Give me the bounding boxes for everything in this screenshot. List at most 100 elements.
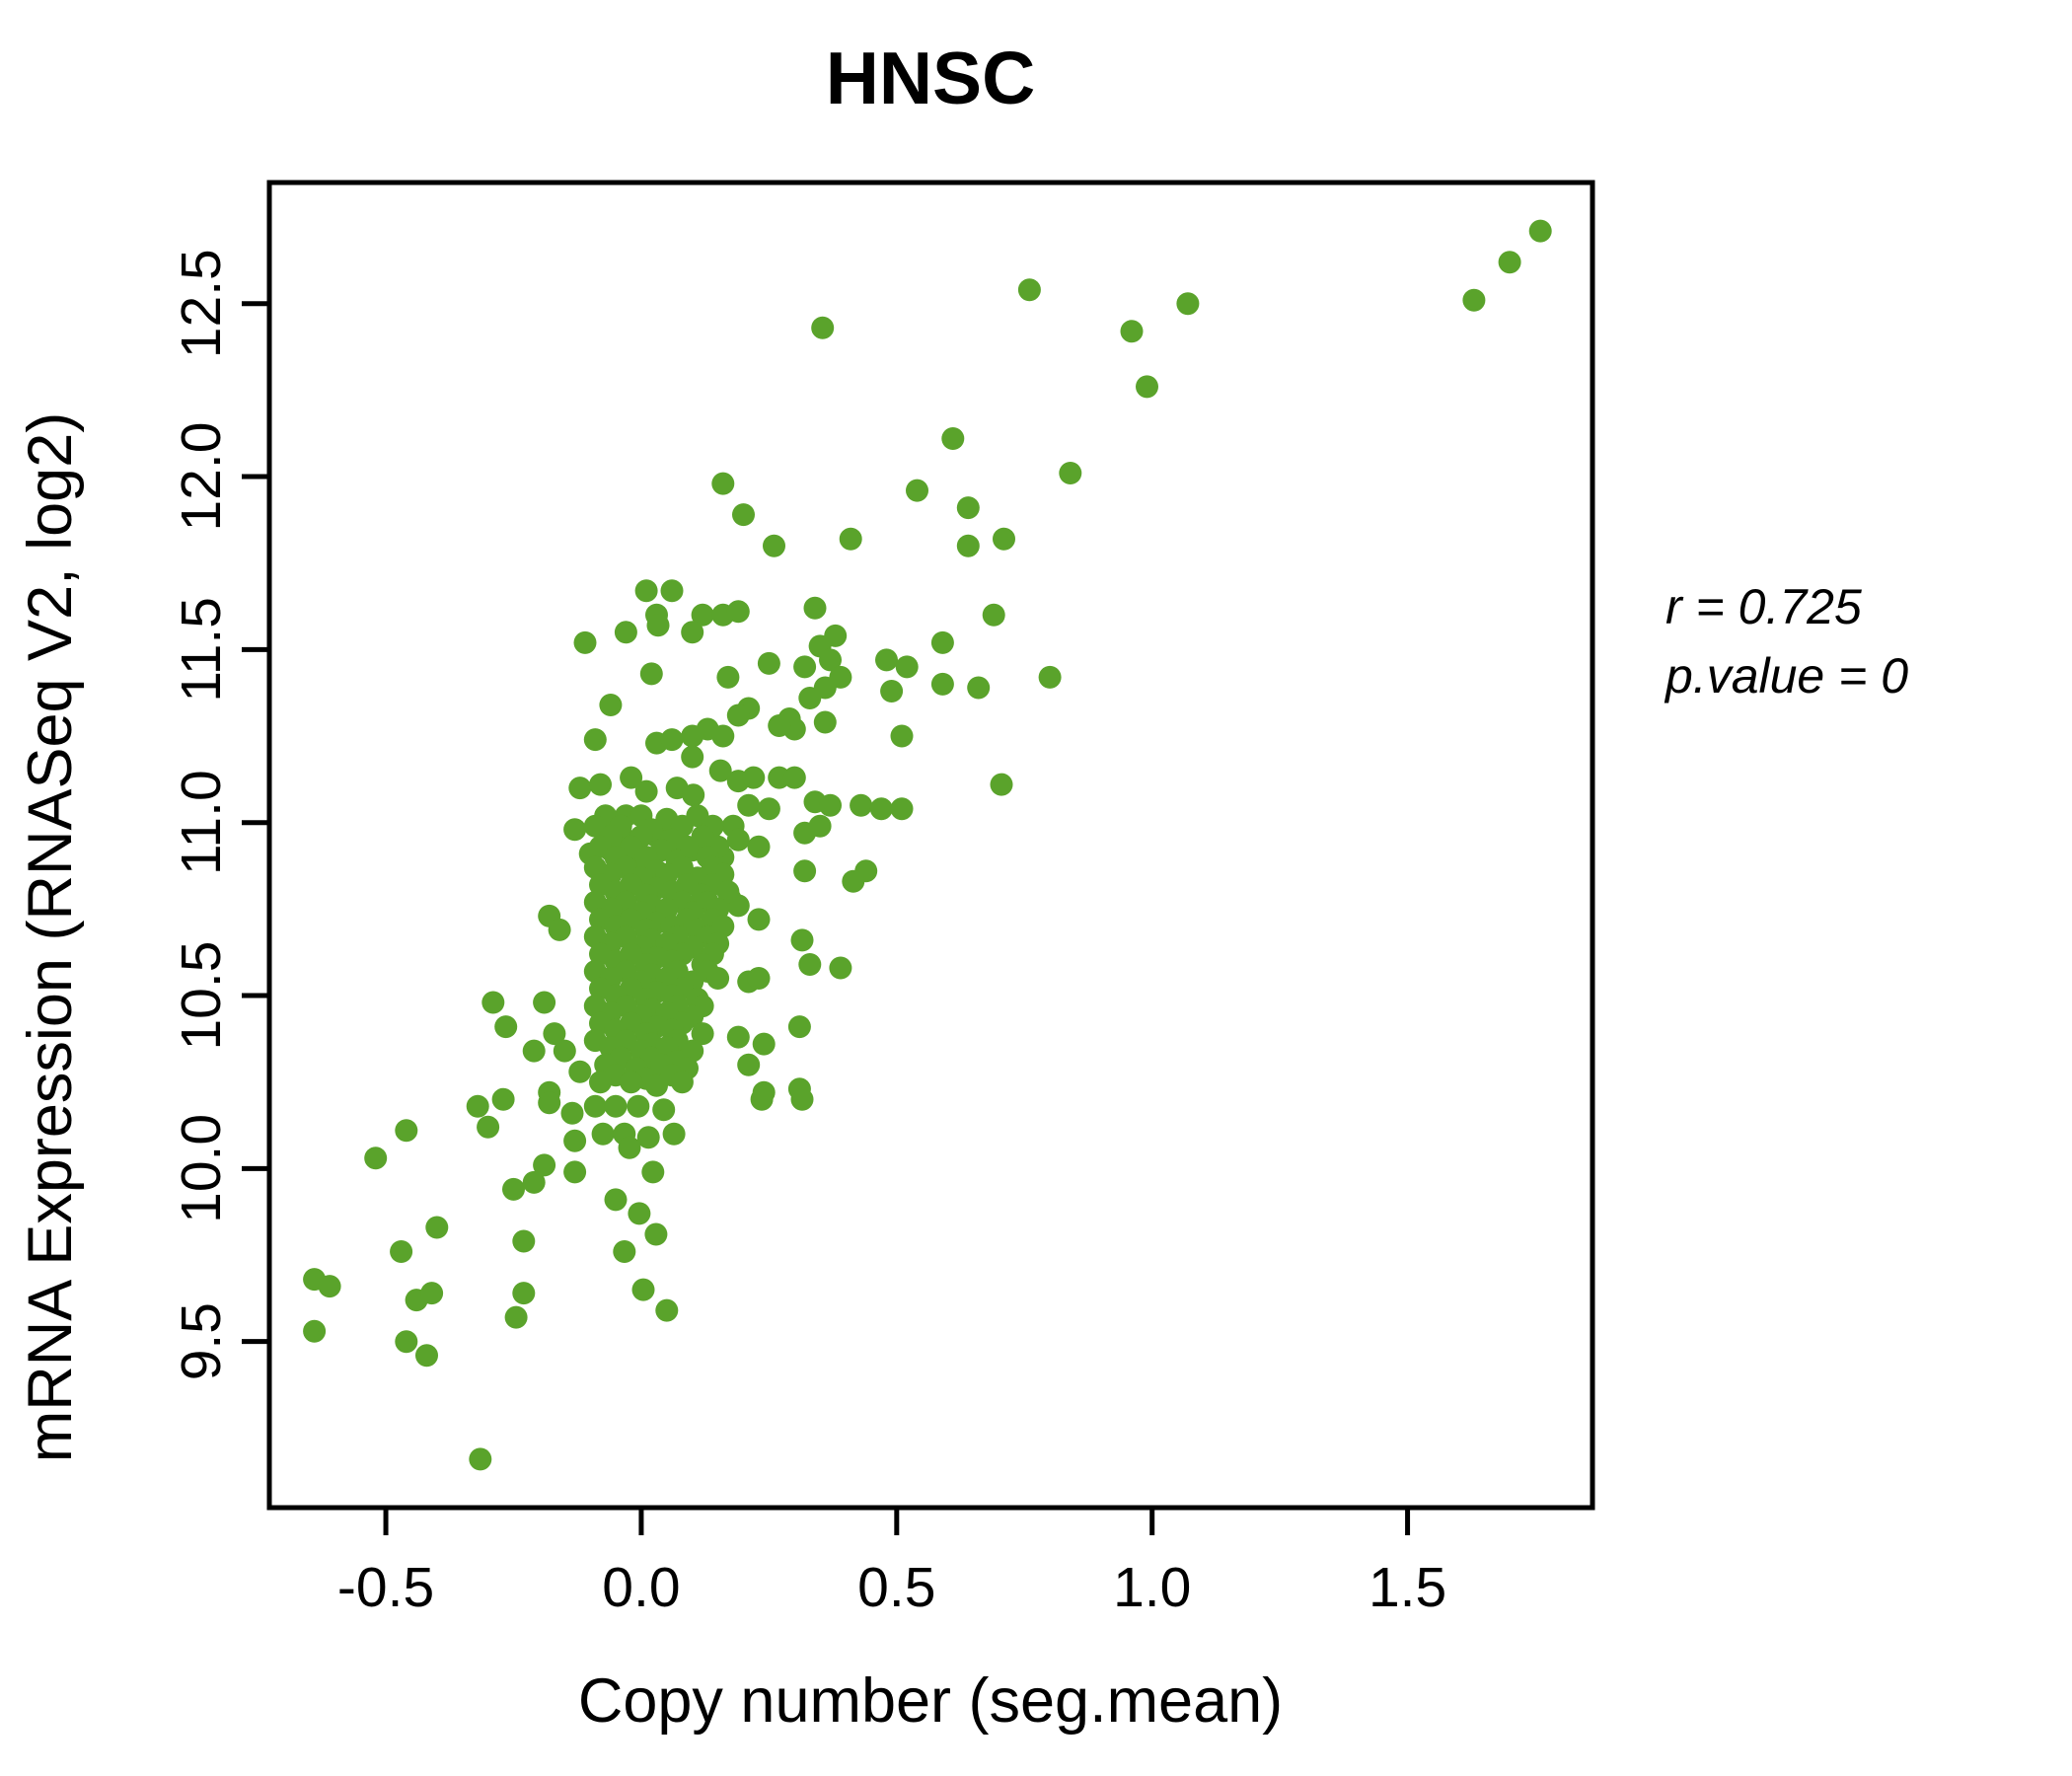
data-point [1498, 251, 1521, 274]
data-point [415, 1344, 438, 1368]
y-tick-label: 9.5 [170, 1302, 233, 1380]
data-point [538, 1091, 561, 1115]
y-tick-label: 12.0 [170, 422, 233, 532]
data-point [318, 1275, 341, 1298]
data-point [583, 728, 607, 752]
data-point [634, 579, 658, 603]
data-point [614, 621, 637, 644]
data-point [502, 1177, 525, 1201]
data-point [757, 651, 780, 675]
y-axis-label: mRNA Expression (RNASeq V2, log2) [16, 412, 85, 1462]
y-tick-label: 11.5 [170, 597, 233, 703]
data-point [768, 714, 791, 737]
data-point [681, 745, 704, 769]
data-point [604, 1188, 628, 1212]
data-point [1038, 665, 1062, 689]
data-point [798, 953, 822, 976]
data-point [634, 779, 658, 803]
data-point [682, 783, 705, 807]
data-point [941, 427, 965, 450]
y-tick-label: 11.0 [170, 770, 233, 875]
data-point [620, 766, 643, 789]
data-point [895, 655, 919, 679]
data-point [512, 1282, 536, 1305]
scatter-points [303, 219, 1552, 1471]
pvalue-annotation: p.value = 0 [1664, 648, 1908, 703]
data-point [732, 503, 755, 527]
data-point [583, 1094, 607, 1118]
data-point [364, 1147, 388, 1170]
data-point [742, 766, 766, 789]
data-point [790, 1087, 814, 1111]
data-point [1462, 288, 1486, 312]
data-point [737, 1053, 761, 1076]
data-point [662, 1122, 686, 1146]
data-point [790, 928, 814, 952]
data-point [1176, 292, 1200, 316]
y-tick-label: 10.0 [170, 1114, 233, 1223]
data-point [563, 1160, 587, 1184]
data-point [711, 724, 735, 748]
data-point [303, 1319, 327, 1343]
data-point [890, 724, 914, 748]
data-point [726, 828, 750, 851]
data-point [793, 859, 817, 883]
data-point [930, 630, 954, 654]
chart-title: HNSC [826, 37, 1036, 119]
data-point [469, 1447, 492, 1471]
data-point [747, 908, 771, 931]
x-tick-label: 0.5 [857, 1556, 935, 1619]
data-point [750, 1087, 774, 1111]
data-point [819, 793, 842, 817]
data-point [563, 1129, 587, 1152]
data-point [533, 1153, 556, 1177]
data-point [880, 680, 904, 703]
data-point [568, 1060, 592, 1083]
data-point [543, 1022, 566, 1046]
data-point [726, 703, 750, 727]
data-point [681, 621, 704, 644]
data-point [993, 527, 1015, 551]
data-point [691, 603, 714, 627]
data-point [1528, 219, 1552, 243]
data-point [395, 1330, 418, 1354]
data-point [548, 918, 571, 941]
data-point [691, 1022, 714, 1046]
data-point [726, 600, 750, 624]
data-point [522, 1170, 546, 1194]
data-point [641, 1160, 665, 1184]
data-point [787, 1015, 811, 1039]
data-point [798, 687, 822, 709]
data-point [808, 814, 832, 838]
data-point [737, 793, 761, 817]
data-point [1059, 462, 1082, 484]
data-point [811, 316, 835, 339]
data-point [956, 496, 980, 520]
data-point [425, 1216, 449, 1239]
data-point [491, 1087, 515, 1111]
data-point [1120, 320, 1144, 343]
data-point [563, 818, 587, 842]
data-point [481, 991, 505, 1014]
data-point [645, 1073, 668, 1097]
data-point [1017, 278, 1041, 302]
data-point [568, 777, 592, 800]
data-point [553, 1039, 576, 1063]
data-point [620, 1071, 643, 1094]
data-point [890, 797, 914, 821]
data-point [819, 648, 842, 672]
x-tick-label: 1.0 [1113, 1556, 1191, 1619]
data-point [504, 1305, 528, 1329]
data-point [813, 710, 837, 734]
data-point [990, 773, 1013, 796]
data-point [708, 759, 732, 782]
x-tick-label: -0.5 [337, 1556, 434, 1619]
data-point [533, 991, 556, 1014]
data-point [967, 676, 991, 700]
correlation-annotation: r = 0.725 [1665, 579, 1862, 634]
data-point [604, 1094, 628, 1118]
data-point [842, 869, 865, 893]
data-point [494, 1015, 518, 1039]
data-point [599, 694, 623, 716]
data-point [618, 1136, 641, 1159]
